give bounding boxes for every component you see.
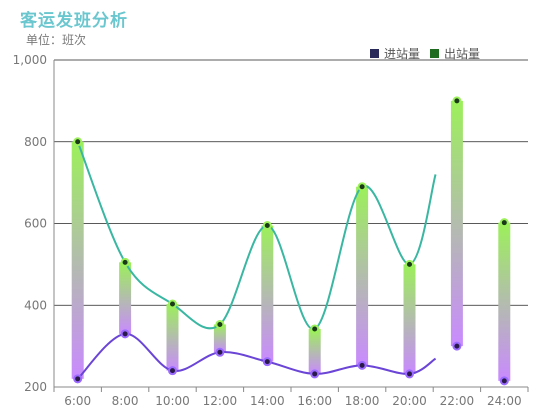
x-tick-label: 16:00 xyxy=(297,394,332,408)
inbound-point xyxy=(452,341,462,351)
outbound-point xyxy=(405,259,414,269)
inbound-point xyxy=(357,360,367,370)
outbound-point xyxy=(452,96,462,106)
x-tick-label: 18:00 xyxy=(345,394,380,408)
y-tick-label: 600 xyxy=(24,217,47,231)
range-bar xyxy=(213,324,226,353)
inbound-point xyxy=(215,347,225,357)
range-bar xyxy=(356,186,369,366)
range-bar xyxy=(261,225,274,362)
outbound-point xyxy=(499,218,509,228)
outbound-point xyxy=(215,319,225,329)
outbound-point xyxy=(168,299,177,309)
x-tick-label: 12:00 xyxy=(203,394,238,408)
inbound-point xyxy=(262,357,272,367)
outbound-point xyxy=(310,324,320,334)
x-tick-label: 24:00 xyxy=(487,394,522,408)
legend-label-outbound: 出站量 xyxy=(443,47,480,61)
chart-unit-label: 单位：班次 xyxy=(26,33,87,47)
legend-swatch-inbound xyxy=(369,49,379,58)
inbound-point xyxy=(120,329,130,339)
y-tick-label: 1,000 xyxy=(13,53,47,67)
y-tick-label: 800 xyxy=(24,135,47,149)
x-tick-label: 22:00 xyxy=(440,394,475,408)
line-series-outbound xyxy=(76,141,437,330)
legend-swatch-outbound xyxy=(429,49,439,58)
outbound-point xyxy=(262,221,272,231)
line-series-inbound xyxy=(76,332,437,380)
inbound-point xyxy=(310,369,320,379)
range-bar xyxy=(498,222,511,381)
y-tick-label: 200 xyxy=(24,380,47,394)
inbound-point xyxy=(168,366,177,376)
outbound-point xyxy=(73,137,83,147)
legend-item-inbound[interactable]: 进站量 xyxy=(369,45,420,62)
x-tick-label: 14:00 xyxy=(250,394,285,408)
outbound-point xyxy=(357,182,367,192)
range-bar xyxy=(119,262,132,334)
range-bar xyxy=(308,328,321,374)
outbound-point xyxy=(120,257,130,267)
inbound-point xyxy=(405,369,414,379)
chart-title: 客运发班分析 xyxy=(20,11,128,31)
inbound-point xyxy=(73,374,83,384)
inbound-point xyxy=(499,376,509,386)
range-bar xyxy=(403,264,416,374)
legend-label-inbound: 进站量 xyxy=(383,47,420,61)
x-tick-label: 10:00 xyxy=(155,394,190,408)
range-bar xyxy=(166,304,179,371)
x-tick-label: 8:00 xyxy=(112,394,139,408)
legend: 进站量 出站量 xyxy=(360,45,480,62)
y-tick-label: 400 xyxy=(24,298,47,312)
range-bar xyxy=(71,141,84,379)
x-tick-label: 6:00 xyxy=(64,394,91,408)
x-tick-label: 20:00 xyxy=(392,394,427,408)
range-bar xyxy=(450,100,463,347)
legend-item-outbound[interactable]: 出站量 xyxy=(429,45,480,62)
